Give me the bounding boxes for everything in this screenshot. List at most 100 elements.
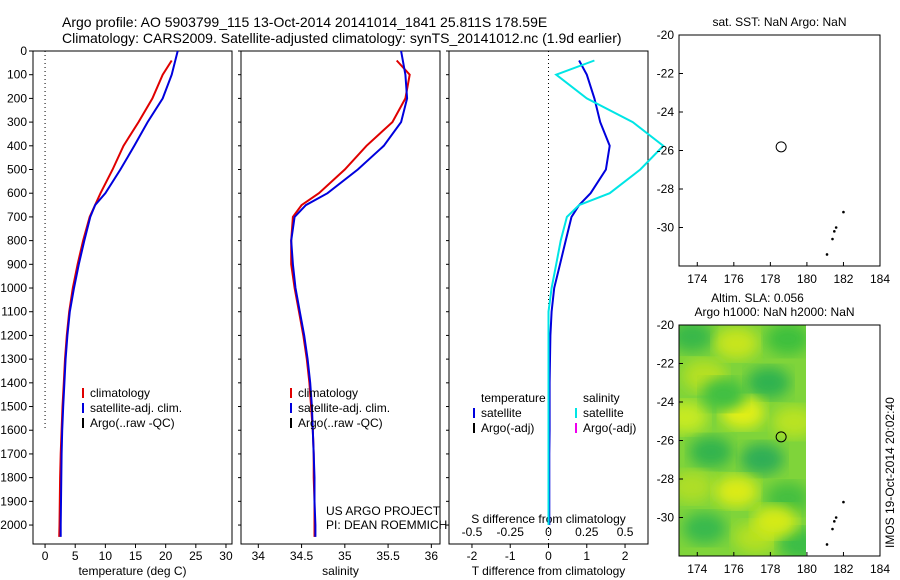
sal-xtick-label: 34.5: [290, 549, 314, 563]
sal-xlabel: salinity: [322, 564, 359, 578]
depth-tick-label: 600: [7, 186, 27, 200]
sal-legend-label: climatology: [298, 386, 358, 400]
diff-xtick-label: 0: [545, 549, 552, 563]
sla-blob: [772, 406, 806, 439]
sla-blob: [765, 325, 806, 355]
depth-tick-label: 1700: [0, 447, 27, 461]
depth-tick-label: 1800: [0, 471, 27, 485]
map_sla-track-dot: [834, 516, 838, 519]
sla-blob: [740, 442, 785, 475]
sal-legend-label: Argo(..raw -QC): [298, 416, 383, 430]
depth-tick-label: 2000: [0, 518, 27, 532]
map_sla-xtick-label: 176: [724, 562, 744, 576]
diff-legend-title-sal: salinity: [583, 391, 620, 405]
map_sla-ytick-label: -30: [657, 511, 675, 525]
map_sst-track-dot: [825, 253, 829, 256]
project-annotation: PI: DEAN ROEMMICH: [326, 518, 447, 532]
map_sla-xtick-label: 174: [687, 562, 707, 576]
depth-tick-label: 100: [7, 68, 27, 82]
depth-tick-label: 1500: [0, 400, 27, 414]
sla-blob: [688, 436, 733, 469]
sla-blob: [714, 475, 759, 508]
temp-series-red: [58, 59, 173, 537]
sal-series-red: [290, 59, 411, 537]
map_sla-xtick-label: 184: [870, 562, 890, 576]
map_sst-ytick-label: -30: [657, 221, 675, 235]
temp-legend-label: satellite-adj. clim.: [90, 401, 182, 415]
map_sst-ytick-label: -24: [657, 105, 675, 119]
map_sst-track-dot: [842, 210, 845, 214]
map_sla-track-dot: [833, 520, 836, 523]
map_sla-track-dot: [831, 527, 834, 531]
map_sla-ytick-label: -20: [657, 318, 675, 332]
diff-series-cyan: [547, 59, 665, 525]
map_sla-track-dot: [842, 500, 845, 504]
depth-tick-label: 0: [20, 44, 27, 58]
diff-series-blue: [548, 60, 611, 525]
map_sla-ytick-label: -22: [657, 357, 675, 371]
map_sla-xtick-label: 178: [760, 562, 780, 576]
diff-legend-label: Argo(-adj): [583, 421, 636, 435]
map_sla-ytick-label: -28: [657, 472, 675, 486]
map_sla-ytick-label: -26: [657, 434, 675, 448]
diff-top-tick-label: -0.25: [497, 525, 525, 539]
diff-xtick-label: 1: [583, 549, 590, 563]
depth-tick-label: 1300: [0, 352, 27, 366]
sla-blob: [701, 378, 746, 411]
temp-xtick-label: 0: [42, 549, 49, 563]
temp-legend-label: Argo(..raw -QC): [90, 416, 175, 430]
temp-xtick-label: 30: [219, 549, 233, 563]
map_sst-ytick-label: -20: [657, 28, 675, 42]
depth-tick-label: 700: [7, 210, 27, 224]
map_sst-xtick-label: 184: [870, 272, 890, 286]
sal-xtick-label: 35: [338, 549, 352, 563]
diff-xtick-label: -1: [505, 549, 516, 563]
diff-top-tick-label: -0.5: [462, 525, 483, 539]
sal-xtick-label: 35.5: [376, 549, 400, 563]
depth-tick-label: 800: [7, 234, 27, 248]
map_sst-frame: [678, 34, 881, 267]
diff-legend-title-temp: temperature: [481, 391, 546, 405]
map_sst-track-dot: [834, 226, 838, 229]
sal-xtick-label: 34: [252, 549, 266, 563]
sal-legend-label: satellite-adj. clim.: [298, 401, 390, 415]
sal-series-blue: [290, 50, 409, 537]
map_sst-ytick-label: -26: [657, 144, 675, 158]
sla-field: [679, 325, 806, 556]
diff-legend-label: satellite: [583, 406, 624, 420]
sla-blob: [682, 512, 727, 545]
map_sla-title-2: Argo h1000: NaN h2000: NaN: [694, 305, 854, 319]
imos-stamp: IMOS 19-Oct-2014 20:02:40: [883, 397, 897, 548]
sla-blob: [679, 470, 714, 503]
map_sst-xtick-label: 182: [833, 272, 853, 286]
depth-tick-label: 1200: [0, 328, 27, 342]
diff-top-tick-label: 0.25: [575, 525, 599, 539]
map_sst-xtick-label: 174: [687, 272, 707, 286]
project-annotation: US ARGO PROJECT: [326, 504, 441, 518]
depth-tick-label: 300: [7, 115, 27, 129]
header-line-2: Climatology: CARS2009. Satellite-adjuste…: [62, 30, 622, 46]
map_sla-xtick-label: 182: [833, 562, 853, 576]
depth-tick-label: 1400: [0, 376, 27, 390]
map_sst-xtick-label: 178: [760, 272, 780, 286]
diff-legend-label: Argo(-adj): [481, 421, 534, 435]
depth-tick-label: 1900: [0, 494, 27, 508]
sla-blob: [679, 325, 714, 353]
map_sst-xtick-label: 180: [797, 272, 817, 286]
map_sst-ytick-label: -28: [657, 182, 675, 196]
map_sla-ytick-label: -24: [657, 395, 675, 409]
temp-xtick-label: 25: [189, 549, 203, 563]
sla-blob: [746, 366, 791, 399]
temp-xlabel: temperature (deg C): [78, 564, 186, 578]
map_sst-title: sat. SST: NaN Argo: NaN: [712, 15, 846, 29]
depth-tick-label: 400: [7, 139, 27, 153]
temp-legend-label: climatology: [90, 386, 150, 400]
diff-xtick-label: -2: [467, 549, 478, 563]
depth-tick-label: 1000: [0, 281, 27, 295]
temp-frame: [32, 50, 233, 545]
map_sst-ytick-label: -22: [657, 67, 675, 81]
map_sla-title-1: Altim. SLA: 0.056: [711, 291, 804, 305]
depth-tick-label: 200: [7, 91, 27, 105]
diff-top-tick-label: 0: [545, 525, 552, 539]
header-line-1: Argo profile: AO 5903799_115 13-Oct-2014…: [62, 14, 547, 30]
